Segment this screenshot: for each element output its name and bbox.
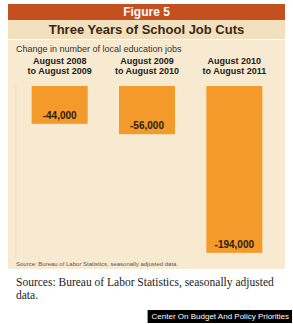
bar <box>32 86 88 124</box>
data-label: -56,000 <box>130 120 164 131</box>
figure-label: Figure 5 <box>123 5 170 19</box>
panel <box>8 40 285 269</box>
category-label: August 2009to August 2010 <box>115 56 179 76</box>
subtitle: Change in number of local education jobs <box>16 44 182 54</box>
credit: Center On Budget And Policy Priorities <box>152 312 289 321</box>
category-line: August 2010 <box>208 56 262 66</box>
sources-line: data. <box>16 289 38 301</box>
figure: Figure 5 Three Years of School Job Cuts Ch… <box>0 0 293 324</box>
category-line: to August 2009 <box>28 66 92 76</box>
category-line: August 2008 <box>33 56 87 66</box>
sources: Sources: Bureau of Labor Statistics, sea… <box>16 276 274 301</box>
category-label: August 2008to August 2009 <box>28 56 92 76</box>
source-note: Source: Bureau of Labor Statistics, seas… <box>16 261 178 267</box>
category-line: August 2009 <box>120 56 174 66</box>
data-label: -194,000 <box>215 239 255 250</box>
y-axis-line <box>16 86 17 258</box>
bars <box>32 86 263 253</box>
category-label: August 2010to August 2011 <box>202 56 266 76</box>
sources-line: Sources: Bureau of Labor Statistics, sea… <box>16 276 274 289</box>
category-line: to August 2010 <box>115 66 179 76</box>
figure-label-box <box>8 4 285 20</box>
bar <box>119 86 175 134</box>
category-line: to August 2011 <box>202 66 266 76</box>
data-label: -44,000 <box>43 110 77 121</box>
title-band <box>8 20 285 39</box>
bar <box>206 86 262 253</box>
title: Three Years of School Job Cuts <box>49 22 245 37</box>
credit-box <box>148 310 292 323</box>
